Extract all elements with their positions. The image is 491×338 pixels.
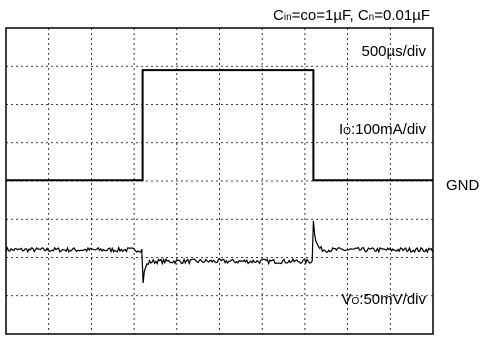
chart-title: Cin=co=1µF, Cn=0.01µF xyxy=(273,7,430,24)
gnd-label: GND xyxy=(446,177,480,194)
time-division-label: 500µs/div xyxy=(361,43,426,60)
voltage-trace xyxy=(5,220,434,283)
current-trace xyxy=(6,69,433,182)
current-scale-label: IO:100mA/div xyxy=(339,121,426,138)
traces xyxy=(5,69,434,283)
voltage-scale-label: VO:50mV/div xyxy=(342,291,427,308)
